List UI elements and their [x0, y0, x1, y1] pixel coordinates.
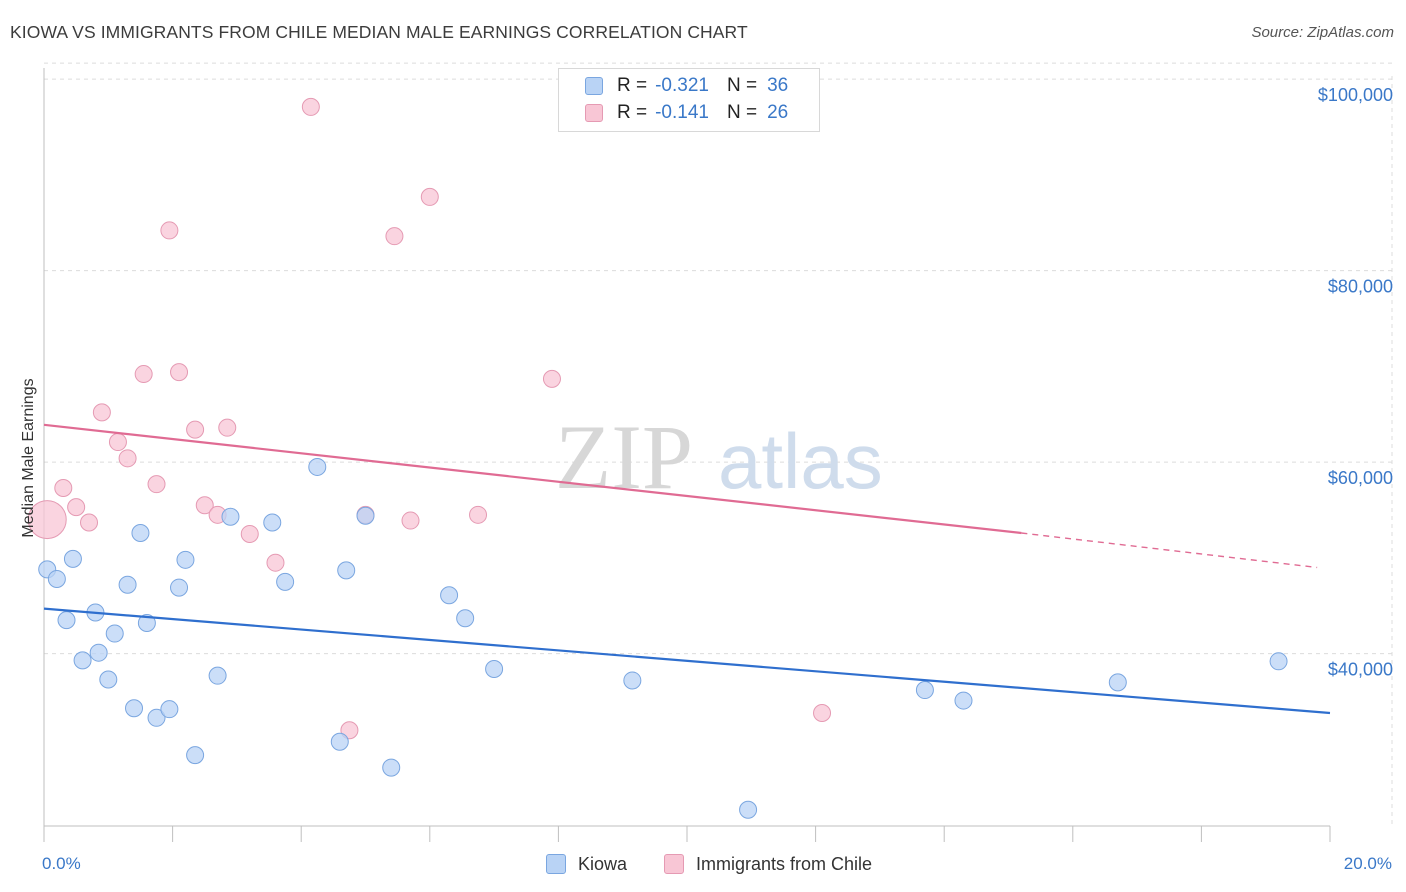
kiowa-point	[263, 513, 282, 532]
kiowa-point	[63, 549, 82, 568]
data-points	[27, 97, 1288, 819]
kiowa-point	[276, 572, 295, 591]
chile-point	[266, 553, 285, 572]
kiowa-point	[89, 643, 108, 662]
watermark-zip: ZIP	[555, 406, 693, 508]
chile-point	[170, 363, 189, 382]
chile-point	[542, 369, 561, 388]
kiowa-point	[186, 746, 205, 765]
chile-point	[218, 418, 237, 437]
bottom-legend-chile: Immigrants from Chile	[664, 852, 872, 876]
bottom-legend-swatch-chile	[664, 854, 684, 874]
kiowa-point	[221, 507, 240, 526]
bottom-legend-kiowa: Kiowa	[546, 852, 627, 876]
legend-n-value: 36	[767, 75, 789, 96]
chart-title: KIOWA VS IMMIGRANTS FROM CHILE MEDIAN MA…	[10, 22, 748, 42]
legend-r-value: -0.141	[655, 102, 709, 123]
x-tick-label: 0.0%	[42, 854, 81, 873]
kiowa-point	[739, 800, 758, 819]
kiowa-point	[954, 691, 973, 710]
legend-n-label: N =	[726, 102, 758, 123]
kiowa-point	[308, 457, 327, 476]
chile-point	[134, 365, 153, 384]
kiowa-point	[356, 506, 375, 525]
chile-point	[92, 403, 111, 422]
kiowa-point	[47, 569, 66, 588]
bottom-legend-label-chile: Immigrants from Chile	[696, 853, 873, 874]
kiowa-point	[118, 575, 137, 594]
trend-lines	[43, 423, 1331, 715]
chile-point	[401, 511, 420, 530]
legend-n-label: N =	[726, 75, 758, 96]
bottom-legend-label-kiowa: Kiowa	[578, 853, 628, 874]
bottom-legend-swatch-kiowa	[546, 854, 566, 874]
kiowa-point	[105, 624, 124, 643]
legend-r-label: R =	[617, 75, 648, 96]
chile-point	[118, 449, 137, 468]
kiowa-point	[485, 659, 504, 678]
legend-swatch-kiowa	[585, 77, 603, 95]
axis-labels: $40,000 $60,000 $80,000 $100,000 0.0% 20.0%	[42, 85, 1393, 873]
chile-point	[186, 420, 205, 439]
chile-point	[160, 221, 179, 240]
kiowa-point	[915, 681, 934, 700]
kiowa-point	[382, 758, 401, 777]
kiowa-point	[337, 561, 356, 580]
kiowa-point	[137, 614, 156, 633]
stats-legend: R = -0.321 N = 36 R = -0.141 N = 26	[558, 68, 820, 132]
kiowa-point	[170, 578, 189, 597]
chile-trend-extension	[1021, 532, 1318, 569]
chart-source: Source: ZipAtlas.com	[1251, 24, 1394, 41]
legend-row-chile: R = -0.141 N = 26	[585, 100, 788, 126]
kiowa-point	[147, 708, 166, 727]
legend-row-kiowa: R = -0.321 N = 36	[585, 73, 788, 99]
kiowa-point	[125, 699, 144, 718]
chile-point	[420, 187, 439, 206]
kiowa-point	[1108, 673, 1127, 692]
kiowa-point	[131, 524, 150, 543]
chile-point	[108, 433, 127, 452]
chile-point	[469, 505, 488, 524]
legend-r-value: -0.321	[655, 75, 709, 96]
chile-point	[54, 479, 73, 498]
chile-point	[240, 524, 259, 543]
y-tick-label: $40,000	[1328, 660, 1393, 680]
kiowa-point	[623, 671, 642, 690]
kiowa-point	[160, 700, 179, 719]
chile-point	[27, 500, 67, 540]
chile-point	[385, 227, 404, 246]
chile-point	[195, 496, 214, 515]
y-axis-label: Median Male Earnings	[20, 378, 37, 537]
kiowa-point	[440, 586, 459, 605]
chile-point	[147, 475, 166, 494]
axes	[43, 68, 1331, 842]
kiowa-point	[330, 732, 349, 751]
y-tick-label: $60,000	[1328, 468, 1393, 488]
kiowa-point	[208, 666, 227, 685]
chile-point	[301, 97, 320, 116]
kiowa-trend-line	[43, 607, 1331, 715]
chile-trend-line	[43, 423, 1022, 535]
kiowa-point	[456, 609, 475, 628]
kiowa-point	[99, 670, 118, 689]
grid-lines	[44, 62, 1393, 826]
chile-point	[67, 498, 86, 517]
legend-swatch-chile	[585, 104, 603, 122]
kiowa-point	[1269, 652, 1288, 671]
y-tick-label: $80,000	[1328, 277, 1393, 297]
y-tick-label: $100,000	[1318, 85, 1393, 105]
legend-n-value: 26	[767, 102, 789, 123]
kiowa-point	[73, 651, 92, 670]
legend-r-label: R =	[617, 102, 648, 123]
watermark: ZIP atlas	[555, 406, 883, 508]
chile-point	[340, 721, 359, 740]
chile-point	[80, 513, 99, 532]
x-tick-label: 20.0%	[1344, 854, 1392, 873]
kiowa-point	[57, 611, 76, 630]
chile-point	[813, 704, 832, 723]
kiowa-point	[176, 550, 195, 569]
watermark-atlas: atlas	[718, 417, 883, 505]
